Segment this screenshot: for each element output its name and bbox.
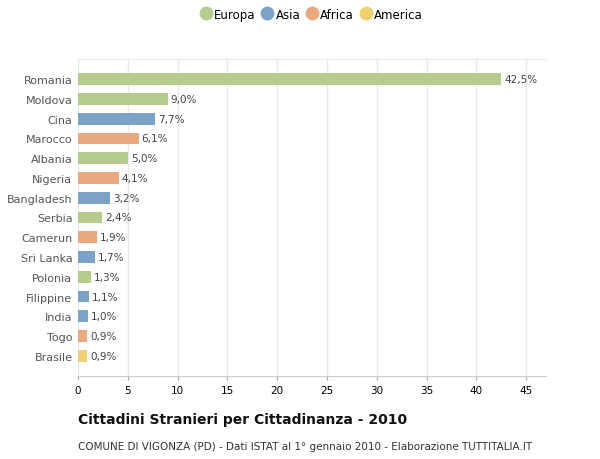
Bar (78, 271, 91, 283)
Bar (78, 252, 95, 263)
Bar (78, 192, 110, 204)
Bar (78, 330, 87, 342)
Legend: Europa, Asia, Africa, America: Europa, Asia, Africa, America (201, 9, 423, 22)
Bar (78, 232, 97, 244)
Text: 1,7%: 1,7% (98, 252, 124, 263)
Bar (78, 350, 87, 362)
Bar (78, 173, 119, 185)
Text: 0,9%: 0,9% (90, 331, 116, 341)
Text: 0,9%: 0,9% (90, 351, 116, 361)
Bar (78, 74, 501, 86)
Bar (78, 133, 139, 145)
Text: 42,5%: 42,5% (504, 75, 538, 85)
Text: 7,7%: 7,7% (158, 114, 184, 124)
Text: 1,1%: 1,1% (92, 292, 118, 302)
Text: 4,1%: 4,1% (122, 174, 148, 184)
Text: 1,3%: 1,3% (94, 272, 121, 282)
Bar (78, 113, 155, 125)
Text: 1,0%: 1,0% (91, 312, 118, 322)
Text: Cittadini Stranieri per Cittadinanza - 2010: Cittadini Stranieri per Cittadinanza - 2… (78, 412, 407, 426)
Text: 3,2%: 3,2% (113, 193, 139, 203)
Text: 5,0%: 5,0% (131, 154, 157, 164)
Text: 6,1%: 6,1% (142, 134, 168, 144)
Text: COMUNE DI VIGONZA (PD) - Dati ISTAT al 1° gennaio 2010 - Elaborazione TUTTITALIA: COMUNE DI VIGONZA (PD) - Dati ISTAT al 1… (78, 441, 532, 451)
Bar (78, 212, 102, 224)
Text: 9,0%: 9,0% (170, 95, 197, 105)
Bar (78, 311, 88, 323)
Bar (78, 153, 128, 165)
Text: 1,9%: 1,9% (100, 233, 127, 243)
Bar (78, 94, 167, 106)
Text: 2,4%: 2,4% (105, 213, 131, 223)
Bar (78, 291, 89, 303)
